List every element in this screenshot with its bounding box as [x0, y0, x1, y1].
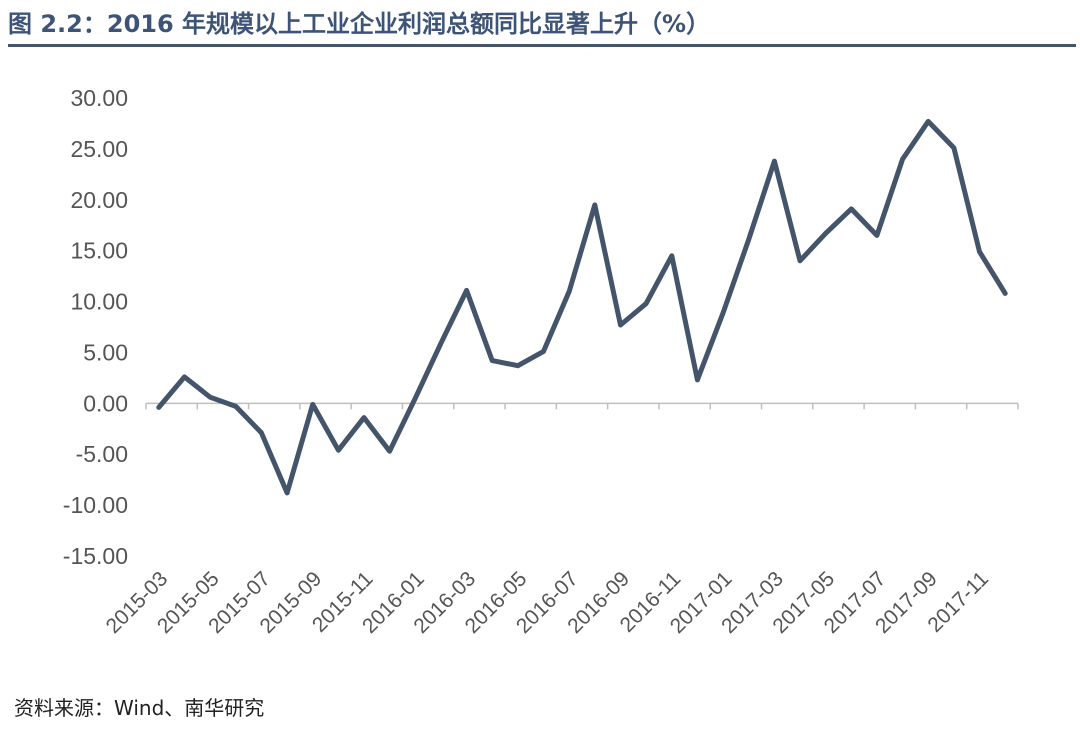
series-line — [156, 118, 1008, 496]
y-tick-label: 0.00 — [83, 390, 128, 416]
y-tick-label: -5.00 — [76, 441, 128, 467]
line-chart: 30.00 25.00 20.00 15.00 10.00 5.00 0.00 -5.00 -1… — [63, 85, 1019, 638]
y-tick-label: 5.00 — [83, 339, 128, 365]
y-tick-label: 15.00 — [70, 238, 128, 264]
y-tick-label: 25.00 — [70, 136, 128, 162]
page-title: 图 2.2：2016 年规模以上工业企业利润总额同比显著上升（%） — [8, 10, 711, 38]
y-tick-label: 30.00 — [70, 85, 128, 111]
title-divider — [8, 44, 1076, 47]
y-tick-label: -15.00 — [63, 543, 128, 569]
source-note: 资料来源：Wind、南华研究 — [14, 696, 265, 720]
y-tick-label: -10.00 — [63, 492, 128, 518]
y-tick-label: 20.00 — [70, 187, 128, 213]
y-tick-label: 10.00 — [70, 289, 128, 315]
